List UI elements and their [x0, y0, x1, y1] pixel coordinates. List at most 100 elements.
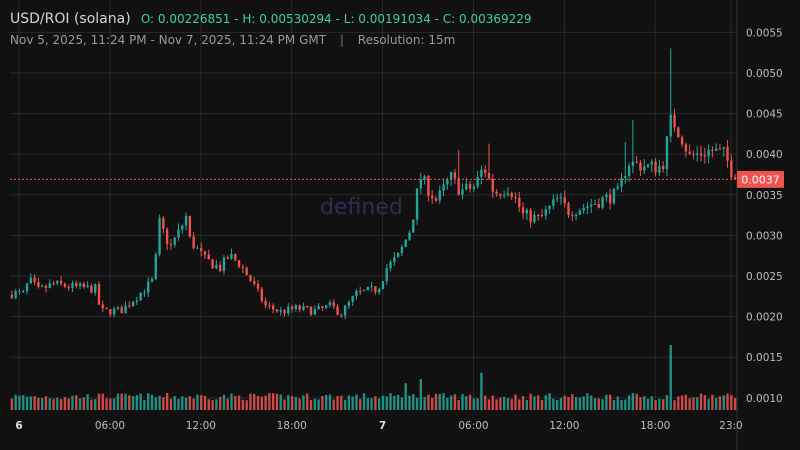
volume-bar [196, 394, 199, 410]
volume-bar [453, 394, 457, 410]
candle-body [298, 305, 301, 310]
x-tick-label: 06:00 [95, 420, 125, 432]
volume-bar [343, 399, 347, 410]
volume-bar [434, 393, 438, 410]
y-tick-label: 0.0030 [746, 230, 783, 242]
candle-body [696, 153, 699, 155]
candle-body [279, 309, 282, 312]
volume-bar [593, 398, 597, 410]
volume-bar [680, 395, 684, 410]
volume-bar [22, 395, 25, 410]
volume-bar [484, 395, 487, 410]
last-price-tag-bg [737, 170, 784, 188]
candle-body [124, 305, 127, 314]
volume-bar [574, 397, 578, 410]
candle-body [116, 307, 120, 309]
candle-body [332, 302, 335, 307]
candle-body [321, 306, 324, 308]
candle-body [215, 264, 218, 269]
candle-body [82, 283, 86, 288]
chart-header: USD/ROI (solana) O: 0.00226851 - H: 0.00… [10, 11, 532, 27]
candle-body [658, 165, 661, 173]
candle-body [661, 165, 665, 170]
volume-bar [260, 396, 263, 410]
candle-body [374, 286, 377, 293]
candle-body [211, 259, 214, 269]
candle-body [639, 162, 642, 171]
candle-body [654, 161, 657, 173]
volume-bar [59, 399, 63, 410]
candle-body [260, 288, 263, 301]
candle-body [449, 172, 453, 180]
volume-bar [555, 400, 559, 410]
volume-bar [408, 395, 411, 410]
x-tick-label: 06:00 [458, 420, 488, 432]
volume-bar [665, 394, 669, 410]
volume-bar [673, 400, 676, 410]
volume-bar [67, 398, 70, 410]
candle-body [256, 283, 260, 289]
candle-body [158, 218, 161, 255]
volume-bar [14, 394, 17, 410]
candle-body [537, 214, 540, 216]
volume-bar [63, 397, 67, 410]
x-tick-label: 12:00 [186, 420, 216, 432]
volume-bar [378, 398, 381, 410]
candle-body [105, 308, 108, 310]
candle-body [112, 308, 116, 315]
candle-body [563, 197, 566, 204]
volume-bar [446, 397, 449, 410]
volume-bar [537, 395, 540, 410]
volume-bar [499, 397, 502, 410]
y-tick-label: 0.0025 [746, 271, 783, 283]
volume-bar [207, 399, 210, 410]
volume-bar [370, 398, 373, 410]
volume-bar [518, 399, 521, 410]
candle-body [18, 291, 21, 293]
volume-bar [635, 393, 638, 410]
volume-bar [143, 399, 146, 410]
candle-body [703, 155, 706, 157]
candle-body [370, 286, 373, 288]
candle-body [472, 186, 476, 189]
volume-bar [567, 397, 570, 410]
candle-body [521, 207, 525, 214]
candle-body [165, 229, 169, 245]
date-range: Nov 5, 2025, 11:24 PM - Nov 7, 2025, 11:… [10, 33, 327, 47]
volume-bar [578, 397, 582, 410]
candle-body [506, 193, 510, 195]
volume-bar [389, 393, 392, 410]
volume-bar [230, 393, 233, 410]
candle-body [94, 284, 97, 293]
candle-body [502, 194, 506, 196]
candle-body [173, 237, 176, 245]
volume-bar [627, 395, 631, 410]
candle-body [540, 215, 544, 217]
candle-body [249, 275, 252, 281]
volume-bar [374, 396, 377, 410]
candle-body [381, 281, 385, 289]
volume-bar [487, 399, 491, 410]
candle-body [525, 209, 529, 214]
volume-bar [340, 395, 343, 410]
volume-bar [525, 399, 529, 410]
volume-bar [362, 393, 366, 410]
candle-body [283, 309, 286, 314]
volume-bar [120, 393, 123, 410]
volume-bar [211, 400, 214, 410]
volume-bar [472, 398, 476, 410]
candle-body [673, 114, 676, 128]
candle-body [253, 280, 256, 284]
candle-body [355, 290, 358, 296]
candle-body [343, 305, 347, 316]
volume-bar [366, 398, 369, 410]
candle-body [97, 284, 101, 305]
candle-body [135, 300, 139, 302]
candle-body [484, 169, 487, 174]
candle-body [415, 188, 419, 220]
candle-body [726, 147, 729, 161]
y-axis: 0.0055 0.0050 0.0045 0.0040 0.0035 0.0030 0.00… [736, 0, 783, 450]
volume-bar [112, 398, 116, 410]
candle-body [192, 236, 195, 249]
